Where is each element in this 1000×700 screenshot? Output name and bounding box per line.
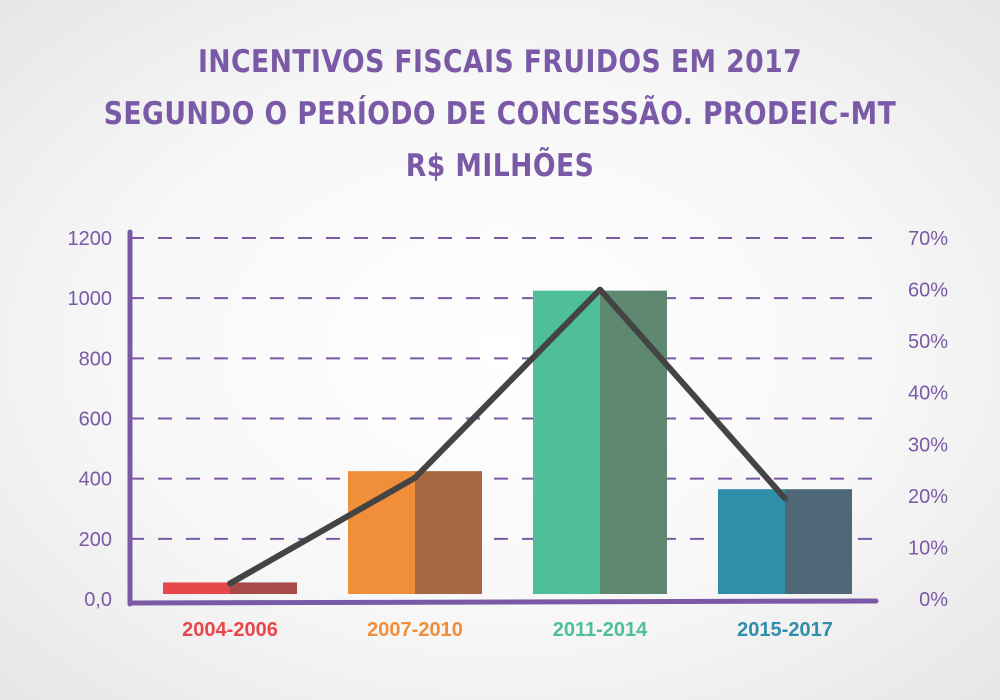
y2-tick-label: 70%: [908, 228, 948, 250]
bar-2011-2014-left: [533, 290, 600, 594]
y2-tick-label: 0%: [919, 589, 948, 611]
bar-2015-2017-left: [718, 489, 785, 594]
y-tick-label: 1000: [68, 288, 113, 310]
title-line-2: SEGUNDO O PERÍODO DE CONCESSÃO. PRODEIC-…: [103, 96, 897, 132]
y2-tick-label: 10%: [908, 537, 948, 559]
percent-point: [598, 287, 602, 292]
bar-2007-2010-left: [348, 471, 415, 594]
y-tick-label: 1200: [68, 228, 113, 250]
title-line-1: INCENTIVOS FISCAIS FRUIDOS EM 2017: [197, 44, 803, 80]
percent-point: [413, 475, 417, 480]
y-tick-label: 800: [79, 348, 112, 370]
bars: [163, 290, 852, 594]
x-category-label: 2007-2010: [367, 619, 463, 641]
y2-tick-label: 50%: [908, 331, 948, 353]
y2-tick-label: 30%: [908, 434, 948, 456]
chart-title: INCENTIVOS FISCAIS FRUIDOS EM 2017 SEGUN…: [70, 36, 930, 192]
bar-2015-2017-right: [785, 489, 852, 594]
y2-tick-label: 60%: [908, 280, 948, 302]
x-category-label: 2004-2006: [182, 619, 278, 641]
percent-point: [228, 581, 232, 586]
y2-axis-labels: 0% 10% 20% 30% 40% 50% 60% 70%: [908, 228, 948, 611]
y-tick-label: 0,0: [84, 589, 112, 611]
percent-point: [783, 496, 787, 501]
title-line-3: R$ MILHÕES: [405, 148, 595, 184]
y-tick-label: 600: [79, 409, 112, 431]
bar-2004-2006-left: [163, 582, 230, 594]
x-category-label: 2015-2017: [737, 619, 833, 641]
bar-2007-2010-right: [415, 471, 482, 594]
y2-tick-label: 40%: [908, 383, 948, 405]
y-tick-label: 400: [79, 469, 112, 491]
bar-2004-2006-right: [230, 582, 297, 594]
percent-series-line: [227, 286, 788, 587]
x-axis-labels: 2004-2006 2007-2010 2011-2014 2015-2017: [182, 619, 833, 641]
y-axis-labels: 0,0 200 400 600 800 1000 1200: [68, 228, 113, 611]
x-category-label: 2011-2014: [553, 619, 648, 641]
percent-line: [227, 286, 788, 587]
y-tick-label: 200: [79, 529, 112, 551]
y2-tick-label: 20%: [908, 486, 948, 508]
bar-2011-2014-right: [600, 290, 667, 594]
x-axis-line: [127, 598, 879, 606]
axes: [127, 229, 879, 607]
